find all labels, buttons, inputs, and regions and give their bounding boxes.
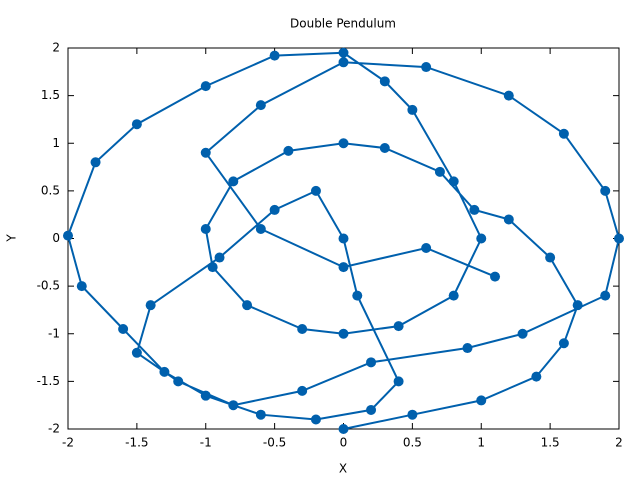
point <box>255 409 266 420</box>
point <box>228 176 239 187</box>
point <box>255 100 266 111</box>
point <box>338 424 349 434</box>
y-tick-label: 1 <box>52 136 60 150</box>
point <box>131 119 142 130</box>
point <box>310 414 321 425</box>
point <box>283 145 294 156</box>
point <box>255 223 266 234</box>
y-tick-label: -2 <box>48 422 60 436</box>
x-axis-label: X <box>339 462 347 476</box>
point <box>338 57 349 68</box>
point <box>503 214 514 225</box>
point <box>517 328 528 339</box>
point <box>600 290 611 301</box>
x-tick-label: -1 <box>200 436 212 450</box>
y-tick-label: -1 <box>48 326 60 340</box>
point <box>476 395 487 406</box>
y-tick-label: 0 <box>52 231 60 245</box>
point <box>379 143 390 154</box>
x-tick-label: 0.5 <box>403 436 422 450</box>
point <box>490 271 501 282</box>
point <box>421 62 432 73</box>
point <box>614 233 624 244</box>
point <box>407 409 418 420</box>
point <box>407 104 418 115</box>
point <box>200 223 211 234</box>
x-tick-label: -2 <box>62 436 74 450</box>
point <box>448 176 459 187</box>
point <box>200 390 211 401</box>
point <box>558 338 569 349</box>
point <box>558 128 569 139</box>
x-tick-label: -1.5 <box>125 436 148 450</box>
point <box>118 323 129 334</box>
point <box>228 400 239 411</box>
y-axis-label: Y <box>5 234 19 243</box>
point <box>145 300 156 311</box>
point <box>531 371 542 382</box>
point <box>310 185 321 196</box>
point <box>338 138 349 149</box>
x-tick-label: 0 <box>340 436 348 450</box>
chart-title: Double Pendulum <box>290 17 396 31</box>
point <box>297 323 308 334</box>
y-tick-label: 2 <box>52 41 60 55</box>
x-tick-label: -0.5 <box>263 436 286 450</box>
point <box>200 81 211 92</box>
y-tick-label: -1.5 <box>37 374 60 388</box>
point <box>214 252 225 263</box>
point <box>242 300 253 311</box>
point <box>366 404 377 415</box>
point <box>393 376 404 387</box>
point <box>379 76 390 87</box>
point <box>366 357 377 368</box>
point <box>173 376 184 387</box>
point <box>476 233 487 244</box>
point <box>421 243 432 254</box>
point <box>503 90 514 101</box>
point <box>448 290 459 301</box>
point <box>76 281 87 292</box>
x-tick-label: 2 <box>615 436 623 450</box>
point <box>434 166 445 177</box>
point <box>159 366 170 377</box>
point <box>545 252 556 263</box>
y-tick-label: -0.5 <box>37 279 60 293</box>
point <box>207 262 218 273</box>
point <box>338 328 349 339</box>
point <box>269 204 280 215</box>
point <box>63 230 73 241</box>
point <box>600 185 611 196</box>
point <box>469 204 480 215</box>
point <box>393 321 404 332</box>
point <box>269 50 280 61</box>
point <box>200 147 211 158</box>
y-tick-label: 0.5 <box>41 183 60 197</box>
point <box>338 262 349 273</box>
point <box>297 385 308 396</box>
point <box>462 343 473 354</box>
y-tick-label: 1.5 <box>41 88 60 102</box>
point <box>131 347 142 358</box>
point <box>352 290 363 301</box>
point <box>338 233 349 244</box>
point <box>572 300 583 311</box>
x-tick-label: 1.5 <box>541 436 560 450</box>
x-tick-label: 1 <box>477 436 485 450</box>
point <box>90 157 101 168</box>
point <box>338 47 349 58</box>
